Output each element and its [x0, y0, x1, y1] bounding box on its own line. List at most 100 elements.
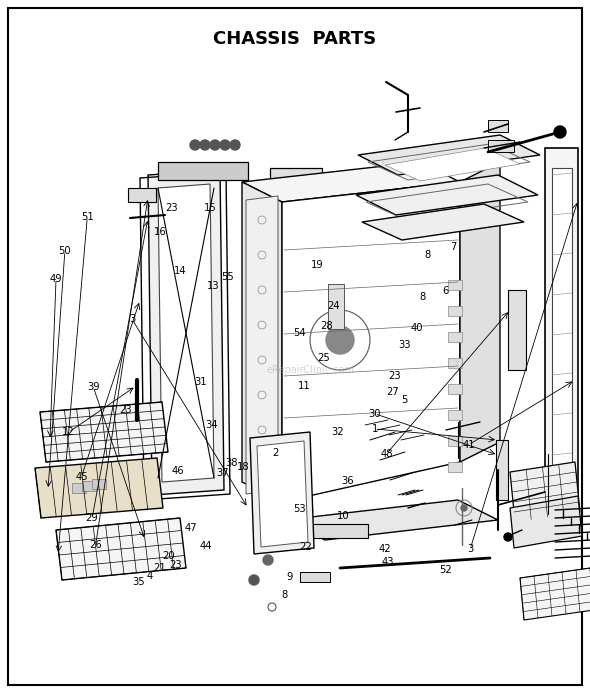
Text: 50: 50	[58, 246, 71, 256]
Bar	[298, 524, 368, 538]
Text: 1: 1	[372, 424, 378, 434]
Circle shape	[200, 140, 210, 150]
Text: 10: 10	[337, 511, 350, 521]
Text: 13: 13	[207, 281, 220, 290]
Text: 11: 11	[298, 381, 311, 391]
Polygon shape	[250, 432, 314, 554]
Bar	[300, 572, 330, 582]
Text: 37: 37	[217, 468, 230, 477]
Text: 46: 46	[172, 466, 185, 476]
Bar	[448, 358, 462, 368]
Text: 38: 38	[225, 458, 238, 468]
Text: 23: 23	[119, 405, 132, 414]
Circle shape	[263, 555, 273, 565]
Text: 32: 32	[331, 428, 344, 437]
Polygon shape	[158, 184, 214, 482]
Circle shape	[554, 126, 566, 138]
Text: 16: 16	[154, 227, 167, 237]
Polygon shape	[545, 148, 578, 506]
Text: 48: 48	[380, 449, 393, 459]
Bar	[270, 168, 322, 220]
Bar	[82, 481, 96, 491]
Text: 14: 14	[174, 266, 187, 276]
Circle shape	[220, 140, 230, 150]
Text: 36: 36	[341, 476, 354, 486]
Bar	[158, 162, 248, 180]
Text: 25: 25	[317, 353, 330, 362]
Bar	[92, 479, 106, 489]
Bar	[242, 182, 272, 482]
Circle shape	[504, 533, 512, 541]
Polygon shape	[510, 462, 580, 522]
Text: 44: 44	[199, 541, 212, 551]
Text: 4: 4	[146, 571, 152, 581]
Bar	[508, 290, 526, 370]
Text: eRepairClinic.com: eRepairClinic.com	[266, 365, 354, 375]
Text: 8: 8	[419, 292, 425, 301]
Text: 12: 12	[62, 428, 75, 437]
Polygon shape	[460, 162, 500, 462]
Polygon shape	[257, 441, 308, 547]
Bar	[448, 436, 462, 446]
Bar	[145, 530, 167, 544]
Polygon shape	[520, 568, 590, 620]
Text: 19: 19	[311, 260, 324, 270]
Polygon shape	[510, 496, 582, 548]
Text: 43: 43	[382, 557, 395, 567]
Polygon shape	[285, 500, 498, 540]
Bar	[488, 140, 514, 152]
Circle shape	[461, 505, 467, 511]
Polygon shape	[358, 135, 540, 175]
Text: 21: 21	[153, 563, 166, 573]
Text: 2: 2	[272, 448, 278, 457]
Circle shape	[326, 326, 354, 354]
Polygon shape	[40, 402, 168, 462]
Circle shape	[230, 140, 240, 150]
Text: 18: 18	[237, 462, 250, 472]
Text: 3: 3	[467, 544, 473, 554]
Polygon shape	[242, 162, 460, 202]
Bar	[496, 440, 508, 500]
Circle shape	[210, 140, 220, 150]
Text: 23: 23	[165, 203, 178, 213]
Text: 39: 39	[87, 382, 100, 392]
Bar	[448, 410, 462, 420]
Text: 33: 33	[398, 340, 411, 350]
Text: 8: 8	[424, 250, 430, 260]
Text: 5: 5	[401, 395, 407, 405]
Text: 6: 6	[442, 286, 448, 296]
Text: 7: 7	[450, 243, 456, 252]
Text: 29: 29	[86, 514, 99, 523]
Text: 15: 15	[204, 203, 217, 213]
Text: 35: 35	[132, 577, 145, 587]
Circle shape	[190, 140, 200, 150]
Polygon shape	[148, 170, 224, 495]
Text: 34: 34	[205, 420, 218, 430]
Polygon shape	[246, 196, 278, 494]
Text: 30: 30	[368, 409, 381, 419]
Text: 9: 9	[286, 572, 292, 582]
Text: CHASSIS  PARTS: CHASSIS PARTS	[214, 30, 376, 48]
Bar	[448, 462, 462, 472]
Text: 55: 55	[221, 272, 234, 281]
Text: 52: 52	[440, 565, 453, 575]
Text: 51: 51	[81, 212, 94, 222]
Polygon shape	[242, 182, 282, 502]
Text: 23: 23	[169, 560, 182, 570]
Text: 47: 47	[184, 523, 197, 533]
Bar	[448, 384, 462, 394]
Bar	[328, 284, 344, 329]
Text: 26: 26	[89, 541, 102, 550]
Text: 22: 22	[299, 543, 312, 552]
Text: 31: 31	[194, 377, 207, 387]
Polygon shape	[385, 148, 520, 181]
Text: 41: 41	[462, 440, 475, 450]
Text: 8: 8	[281, 590, 287, 599]
Polygon shape	[282, 182, 460, 502]
Text: 54: 54	[293, 328, 306, 337]
Bar	[128, 188, 156, 202]
Text: 24: 24	[327, 301, 340, 311]
Text: 42: 42	[379, 544, 392, 554]
Text: 27: 27	[386, 387, 399, 397]
Text: 28: 28	[320, 321, 333, 331]
